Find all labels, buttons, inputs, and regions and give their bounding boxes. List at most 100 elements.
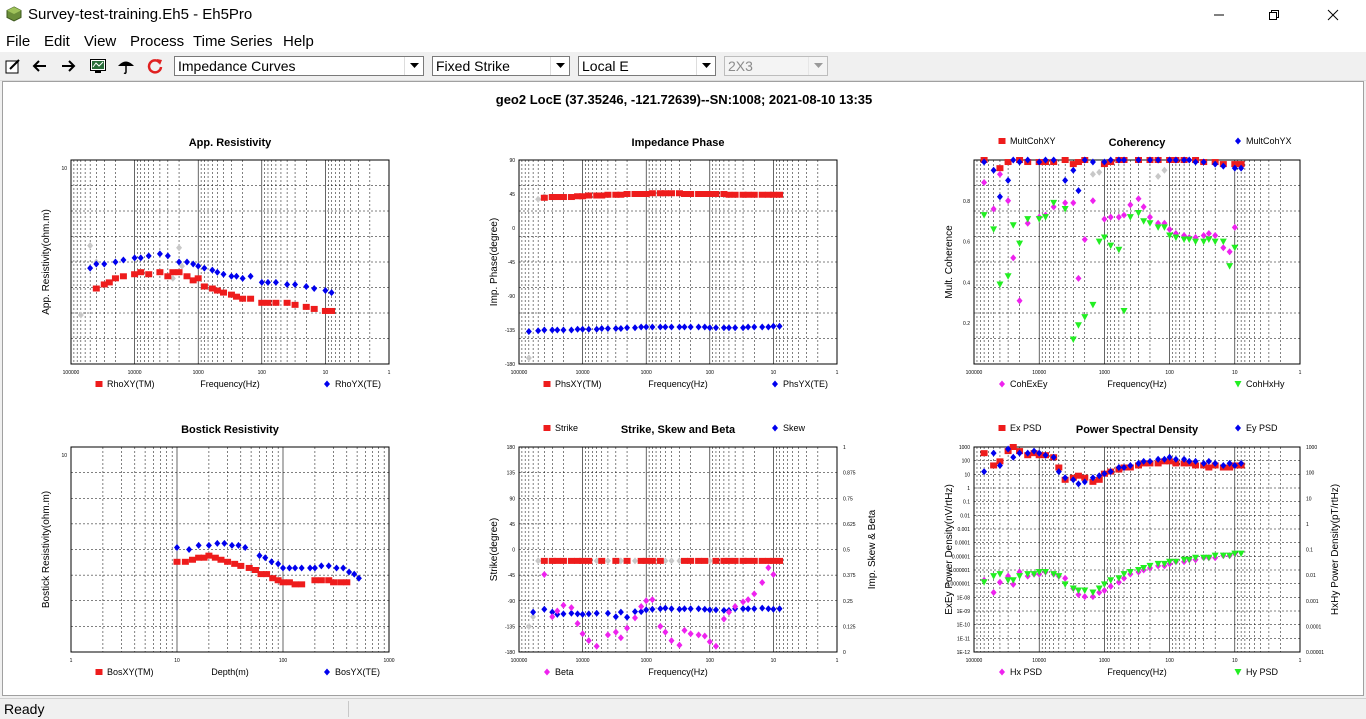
forward-button[interactable] bbox=[57, 55, 79, 77]
legend-marker bbox=[998, 425, 1006, 431]
data-point bbox=[258, 278, 265, 286]
data-point bbox=[706, 606, 713, 614]
menu-edit[interactable]: Edit bbox=[44, 33, 70, 50]
data-point bbox=[1100, 234, 1108, 242]
legend-label: MultCohYX bbox=[1246, 136, 1292, 146]
data-point bbox=[1030, 571, 1038, 578]
data-point bbox=[214, 268, 221, 276]
close-button[interactable] bbox=[1310, 0, 1356, 30]
legend-label: BosYX(TE) bbox=[335, 667, 380, 677]
data-point bbox=[1036, 449, 1043, 457]
back-button[interactable] bbox=[29, 55, 51, 77]
data-point bbox=[668, 190, 676, 197]
chevron-down-icon[interactable] bbox=[404, 57, 423, 75]
data-point bbox=[687, 191, 695, 197]
x-tick-label: 1000 bbox=[193, 370, 204, 376]
menu-process[interactable]: Process bbox=[130, 33, 185, 50]
edit-button[interactable] bbox=[2, 55, 24, 77]
refresh-button[interactable] bbox=[144, 55, 166, 77]
y2-tick-label: 1000 bbox=[1306, 445, 1317, 451]
data-point bbox=[343, 579, 351, 586]
data-point bbox=[231, 560, 239, 567]
coordinate-select[interactable]: Local E bbox=[578, 56, 716, 76]
data-point bbox=[612, 628, 619, 636]
data-point bbox=[337, 579, 345, 586]
data-point bbox=[751, 605, 758, 613]
data-point bbox=[1070, 476, 1077, 484]
legend-label: Hy PSD bbox=[1246, 667, 1279, 677]
monitor-button[interactable] bbox=[87, 55, 109, 77]
menu-help[interactable]: Help bbox=[283, 33, 314, 50]
legend-marker bbox=[544, 668, 550, 676]
data-point bbox=[1172, 234, 1180, 242]
data-point bbox=[712, 642, 719, 650]
data-point bbox=[194, 275, 202, 282]
strike-mode-value: Fixed Strike bbox=[436, 58, 510, 74]
menu-file[interactable]: File bbox=[6, 33, 31, 50]
data-point bbox=[701, 557, 709, 564]
plot-type-select[interactable]: Impedance Curves bbox=[174, 56, 424, 76]
strike-mode-select[interactable]: Fixed Strike bbox=[432, 56, 570, 76]
data-point bbox=[676, 323, 683, 331]
data-point bbox=[765, 564, 772, 572]
data-point bbox=[1095, 238, 1103, 246]
legend-marker bbox=[998, 138, 1006, 144]
data-point bbox=[593, 642, 600, 650]
data-point bbox=[1121, 574, 1128, 582]
data-point bbox=[175, 269, 183, 276]
x-tick-label: 1 bbox=[836, 658, 839, 664]
data-point bbox=[725, 557, 733, 564]
legend-marker bbox=[543, 381, 551, 387]
data-point bbox=[585, 192, 593, 199]
umbrella-icon bbox=[118, 61, 134, 75]
plot-main-title: geo2 LocE (37.35246, -121.72639)--SN:100… bbox=[495, 92, 873, 107]
x-tick-label: 1000 bbox=[1099, 658, 1110, 664]
data-point bbox=[239, 274, 246, 282]
data-point bbox=[554, 607, 561, 615]
series-gray bbox=[1089, 166, 1168, 180]
menu-view[interactable]: View bbox=[84, 33, 117, 50]
x-tick-label: 10 bbox=[174, 658, 180, 664]
legend-label: Skew bbox=[783, 423, 806, 433]
data-point bbox=[176, 258, 183, 266]
data-point bbox=[1050, 571, 1058, 578]
data-point bbox=[656, 557, 664, 564]
maximize-button[interactable] bbox=[1251, 0, 1297, 30]
umbrella-button[interactable] bbox=[115, 55, 137, 77]
data-point bbox=[604, 557, 611, 565]
data-point bbox=[1004, 273, 1012, 280]
data-point bbox=[549, 326, 556, 334]
data-point bbox=[1200, 231, 1207, 239]
data-point bbox=[307, 564, 314, 572]
data-point bbox=[228, 541, 235, 549]
chevron-down-icon[interactable] bbox=[696, 57, 715, 75]
data-point bbox=[292, 564, 299, 572]
data-point bbox=[990, 449, 997, 457]
data-point bbox=[213, 287, 221, 294]
series-Hy PSD bbox=[980, 550, 1245, 597]
legend-marker bbox=[95, 669, 103, 675]
data-point bbox=[200, 554, 208, 561]
data-point bbox=[1089, 593, 1096, 601]
data-point bbox=[996, 193, 1003, 201]
y-tick-label: 10 bbox=[61, 166, 67, 172]
series-CohHxHy bbox=[980, 199, 1239, 344]
data-point bbox=[740, 324, 747, 332]
data-point bbox=[579, 557, 587, 564]
chevron-down-icon[interactable] bbox=[808, 57, 827, 75]
data-point bbox=[675, 190, 683, 197]
data-point bbox=[1135, 195, 1142, 203]
data-point bbox=[765, 605, 772, 613]
menu-time-series[interactable]: Time Series bbox=[193, 33, 273, 50]
layout-select[interactable]: 2X3 bbox=[724, 56, 828, 76]
data-point bbox=[183, 273, 191, 280]
minimize-button[interactable] bbox=[1196, 0, 1242, 30]
data-point bbox=[1238, 459, 1245, 467]
chevron-down-icon[interactable] bbox=[550, 57, 569, 75]
data-point bbox=[220, 289, 228, 296]
data-point bbox=[530, 613, 537, 621]
data-point bbox=[548, 194, 556, 201]
data-point bbox=[731, 557, 739, 564]
data-point bbox=[980, 212, 988, 219]
data-point bbox=[632, 557, 639, 565]
